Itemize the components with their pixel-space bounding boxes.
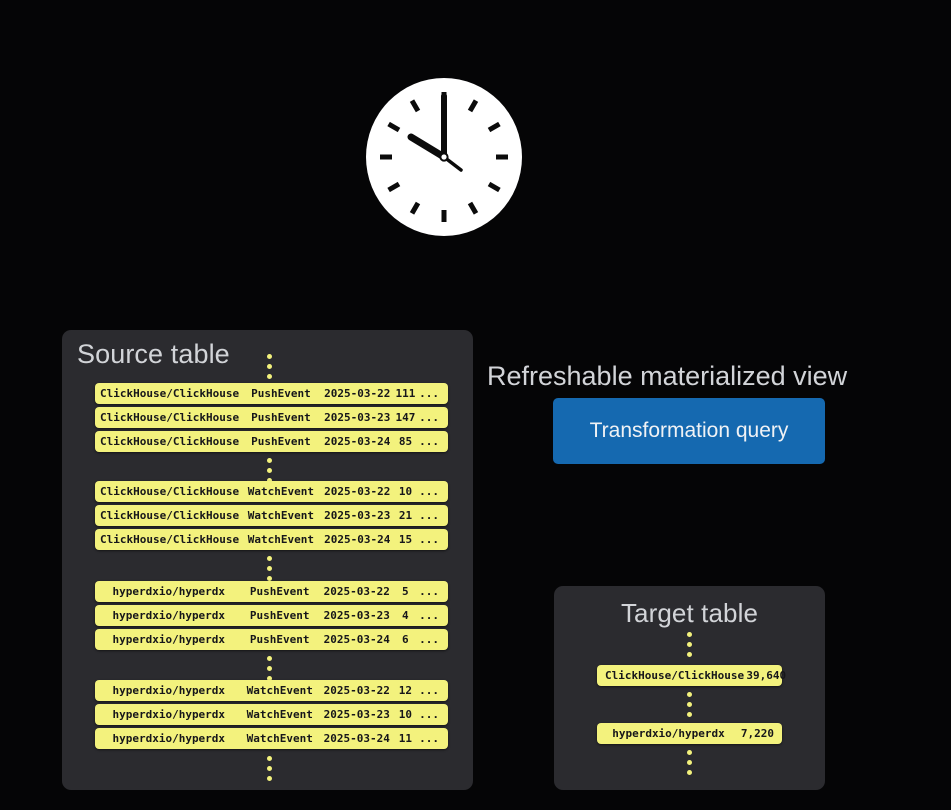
cell-more: ... [419,708,439,721]
cell-more: ... [419,609,439,622]
table-row: hyperdxio/hyperdx PushEvent 2025-03-22 5… [95,581,448,602]
table-row: ClickHouse/ClickHouse WatchEvent 2025-03… [95,529,448,550]
ellipsis-dots [267,656,272,681]
table-row: hyperdxio/hyperdx PushEvent 2025-03-24 6… [95,629,448,650]
cell-count: 21 [398,509,413,522]
cell-repository: hyperdxio/hyperdx [112,633,226,646]
cell-repository: hyperdxio/hyperdx [112,609,226,622]
cell-repository: hyperdxio/hyperdx [112,585,226,598]
cell-repository: ClickHouse/ClickHouse [605,669,745,682]
cell-repository: ClickHouse/ClickHouse [100,509,240,522]
cell-event: PushEvent [251,435,311,448]
table-row: ClickHouse/ClickHouse WatchEvent 2025-03… [95,481,448,502]
cell-more: ... [419,485,439,498]
cell-more: ... [419,435,439,448]
cell-date: 2025-03-22 [324,485,391,498]
cell-more: ... [419,684,439,697]
cell-event: WatchEvent [246,708,313,721]
cell-more: ... [419,585,439,598]
cell-date: 2025-03-22 [324,387,391,400]
cell-more: ... [419,411,439,424]
cell-count: 85 [398,435,413,448]
ellipsis-dots [267,354,272,379]
cell-event: PushEvent [251,411,311,424]
cell-date: 2025-03-24 [324,533,391,546]
cell-value: 39,640 [746,669,787,682]
table-row: hyperdxio/hyperdx 7,220 [597,723,782,744]
cell-repository: ClickHouse/ClickHouse [100,485,240,498]
transformation-query-button[interactable]: Transformation query [553,398,825,464]
table-row: hyperdxio/hyperdx WatchEvent 2025-03-23 … [95,704,448,725]
cell-count: 10 [398,485,413,498]
table-row: hyperdxio/hyperdx WatchEvent 2025-03-22 … [95,680,448,701]
cell-repository: hyperdxio/hyperdx [612,727,725,740]
clock-icon [366,78,522,236]
ellipsis-dots [687,692,692,717]
ellipsis-dots [267,756,272,781]
cell-repository: ClickHouse/ClickHouse [100,411,240,424]
cell-event: WatchEvent [247,485,315,498]
cell-event: WatchEvent [246,732,313,745]
table-row: ClickHouse/ClickHouse PushEvent 2025-03-… [95,383,448,404]
cell-date: 2025-03-24 [324,435,391,448]
table-row: ClickHouse/ClickHouse 39,640 [597,665,786,686]
cell-event: WatchEvent [246,684,313,697]
refreshable-materialized-view-label: Refreshable materialized view [487,361,848,391]
source-table-panel: Source table ClickHouse/ClickHouse PushE… [62,330,473,790]
target-table-title: Target table [620,598,759,628]
cell-count: 5 [402,585,409,598]
cell-more: ... [419,533,439,546]
table-row: hyperdxio/hyperdx WatchEvent 2025-03-24 … [95,728,448,749]
cell-count: 12 [398,684,412,697]
ellipsis-dots [267,556,272,581]
cell-count: 15 [398,533,413,546]
cell-event: WatchEvent [247,533,315,546]
cell-count: 4 [402,609,409,622]
cell-date: 2025-03-22 [323,684,390,697]
cell-count: 147 [395,411,416,424]
cell-date: 2025-03-23 [323,708,390,721]
cell-date: 2025-03-24 [323,732,390,745]
cell-date: 2025-03-24 [323,633,390,646]
target-table-panel: Target table ClickHouse/ClickHouse 39,64… [554,586,825,790]
cell-date: 2025-03-22 [323,585,390,598]
cell-event: PushEvent [249,585,310,598]
clock-hands-and-ticks [380,92,508,222]
table-row: ClickHouse/ClickHouse PushEvent 2025-03-… [95,431,448,452]
cell-count: 111 [395,387,416,400]
cell-more: ... [419,509,439,522]
ellipsis-dots [687,632,692,657]
cell-count: 11 [398,732,412,745]
cell-count: 6 [402,633,409,646]
source-table-title: Source table [77,339,230,369]
cell-event: PushEvent [249,609,310,622]
cell-repository: ClickHouse/ClickHouse [100,435,240,448]
cell-date: 2025-03-23 [324,411,391,424]
cell-count: 10 [398,708,412,721]
cell-date: 2025-03-23 [324,509,391,522]
cell-repository: ClickHouse/ClickHouse [100,533,240,546]
cell-repository: hyperdxio/hyperdx [112,708,226,721]
cell-date: 2025-03-23 [323,609,390,622]
ellipsis-dots [687,750,692,775]
cell-more: ... [419,633,439,646]
table-row: ClickHouse/ClickHouse WatchEvent 2025-03… [95,505,448,526]
table-row: ClickHouse/ClickHouse PushEvent 2025-03-… [95,407,448,428]
table-row: hyperdxio/hyperdx PushEvent 2025-03-23 4… [95,605,448,626]
cell-repository: hyperdxio/hyperdx [112,732,226,745]
cell-event: WatchEvent [247,509,315,522]
cell-more: ... [419,732,439,745]
cell-event: PushEvent [249,633,310,646]
cell-repository: ClickHouse/ClickHouse [100,387,240,400]
cell-value: 7,220 [740,727,774,740]
cell-repository: hyperdxio/hyperdx [112,684,226,697]
cell-event: PushEvent [251,387,311,400]
cell-more: ... [419,387,439,400]
ellipsis-dots [267,458,272,483]
